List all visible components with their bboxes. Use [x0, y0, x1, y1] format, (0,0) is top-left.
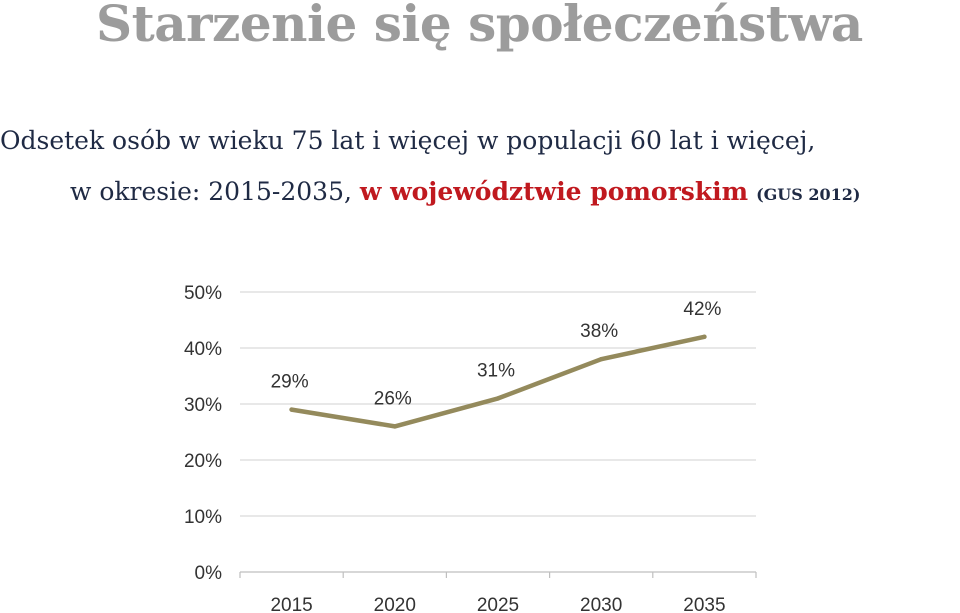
x-tick-label: 2015	[270, 595, 312, 613]
data-point	[392, 424, 397, 429]
chart-subtitle-line1: Odsetek osób w wieku 75 lat i więcej w p…	[0, 126, 816, 155]
data-point	[495, 396, 501, 401]
y-tick-label: 0%	[195, 563, 223, 584]
chart-subtitle-line2: w okresie: 2015-2035, w województwie pom…	[70, 177, 860, 206]
data-point	[289, 407, 294, 412]
data-label: 38%	[580, 321, 618, 342]
data-label: 29%	[271, 372, 309, 393]
x-tick-label: 2035	[683, 595, 725, 613]
page-title: Starzenie się społeczeństwa	[96, 0, 863, 53]
series-line	[289, 334, 707, 429]
y-tick-label: 30%	[184, 395, 222, 416]
y-tick-label: 20%	[184, 451, 222, 472]
x-tick-label: 2025	[477, 595, 519, 613]
source-text: (GUS 2012)	[756, 185, 861, 204]
data-point	[702, 334, 707, 339]
y-tick-label: 10%	[184, 507, 222, 528]
x-tick-label: 2030	[580, 595, 622, 613]
data-label: 31%	[477, 360, 515, 381]
data-label: 26%	[374, 388, 412, 409]
x-tick-label: 2020	[374, 595, 416, 613]
data-label: 42%	[683, 299, 721, 320]
region-text: w województwie pomorskim	[359, 177, 749, 206]
y-tick-label: 50%	[184, 283, 222, 304]
period-text: w okresie: 2015-2035,	[70, 177, 360, 206]
data-point	[599, 357, 604, 362]
y-tick-label: 40%	[184, 339, 222, 360]
